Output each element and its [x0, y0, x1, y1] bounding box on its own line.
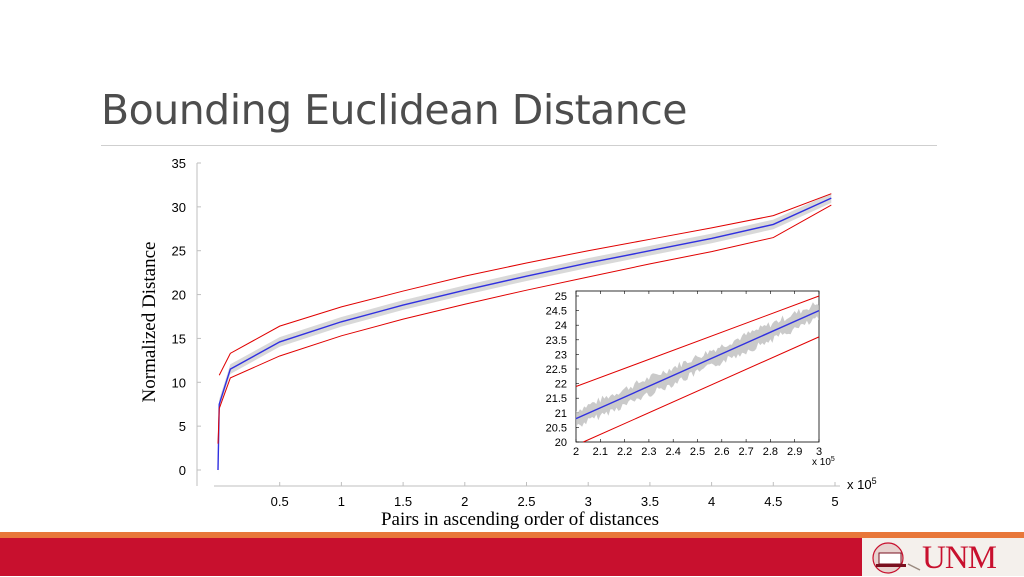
inset-x-tick-label: 2.1	[593, 446, 608, 458]
y-axis-label: Normalized Distance	[139, 241, 160, 403]
inset-y-tick-label: 23.5	[546, 335, 567, 347]
y-tick-label: 10	[172, 375, 186, 390]
inset-x-tick-label: 2.8	[763, 446, 778, 458]
y-tick-label: 15	[172, 331, 186, 346]
inset-y-tick-label: 24	[555, 320, 567, 332]
y-tick-label: 35	[172, 156, 186, 171]
x-tick-label: 2.5	[517, 494, 535, 509]
x-axis-multiplier: x 105	[847, 476, 877, 492]
y-tick-label: 5	[179, 419, 186, 434]
x-tick-label: 5	[831, 494, 838, 509]
inset-y-tick-label: 20.5	[546, 422, 567, 434]
inset-x-tick-label: 3	[816, 446, 822, 458]
inset-x-tick-label: 2	[573, 446, 579, 458]
inset-y-tick-label: 21.5	[546, 393, 567, 405]
inset-bound-line	[583, 336, 820, 443]
bound-line	[217, 204, 832, 444]
title-divider	[101, 145, 937, 146]
unm-logo-text: UNM	[922, 540, 997, 576]
inset-y-tick-label: 21	[555, 408, 567, 420]
inset-y-tick-label: 22	[555, 379, 567, 391]
inset-x-tick-label: 2.6	[714, 446, 729, 458]
x-tick-label: 3	[585, 494, 592, 509]
inset-x-multiplier: x 105	[812, 456, 835, 468]
y-tick-label: 0	[179, 463, 186, 478]
y-tick-label: 25	[172, 244, 186, 259]
noise-band	[218, 193, 832, 475]
x-tick-label: 1.5	[394, 494, 412, 509]
inset-x-tick-label: 2.9	[787, 446, 802, 458]
inset-x-tick-label: 2.5	[690, 446, 705, 458]
y-tick-label: 20	[172, 288, 186, 303]
mean-line	[217, 197, 832, 471]
inset-bound-line	[575, 295, 820, 387]
inset-x-tick-label: 2.7	[738, 446, 753, 458]
x-tick-label: 3.5	[641, 494, 659, 509]
x-tick-label: 2	[461, 494, 468, 509]
inset-x-tick-label: 2.3	[641, 446, 656, 458]
inset-mean-line	[575, 309, 820, 420]
inset-y-tick-label: 25	[555, 291, 567, 303]
inset-y-tick-label: 22.5	[546, 364, 567, 376]
x-tick-label: 4	[708, 494, 715, 509]
inset-y-tick-label: 24.5	[546, 306, 567, 318]
inset-x-tick-label: 2.2	[617, 446, 632, 458]
x-tick-label: 4.5	[764, 494, 782, 509]
inset-x-tick-label: 2.4	[666, 446, 681, 458]
footer-stripe	[0, 532, 1024, 538]
x-tick-label: 1	[338, 494, 345, 509]
inset-y-tick-label: 23	[555, 349, 567, 361]
slide-title: Bounding Euclidean Distance	[101, 86, 688, 134]
footer-bar	[0, 538, 1024, 576]
x-tick-label: 0.5	[271, 494, 289, 509]
logo-panel: UNM	[862, 538, 1024, 576]
bound-line	[218, 193, 832, 376]
x-axis-label: Pairs in ascending order of distances	[380, 509, 660, 530]
y-tick-label: 30	[172, 200, 186, 215]
inset-y-tick-label: 20	[555, 437, 567, 449]
unm-seal-icon	[872, 542, 921, 574]
